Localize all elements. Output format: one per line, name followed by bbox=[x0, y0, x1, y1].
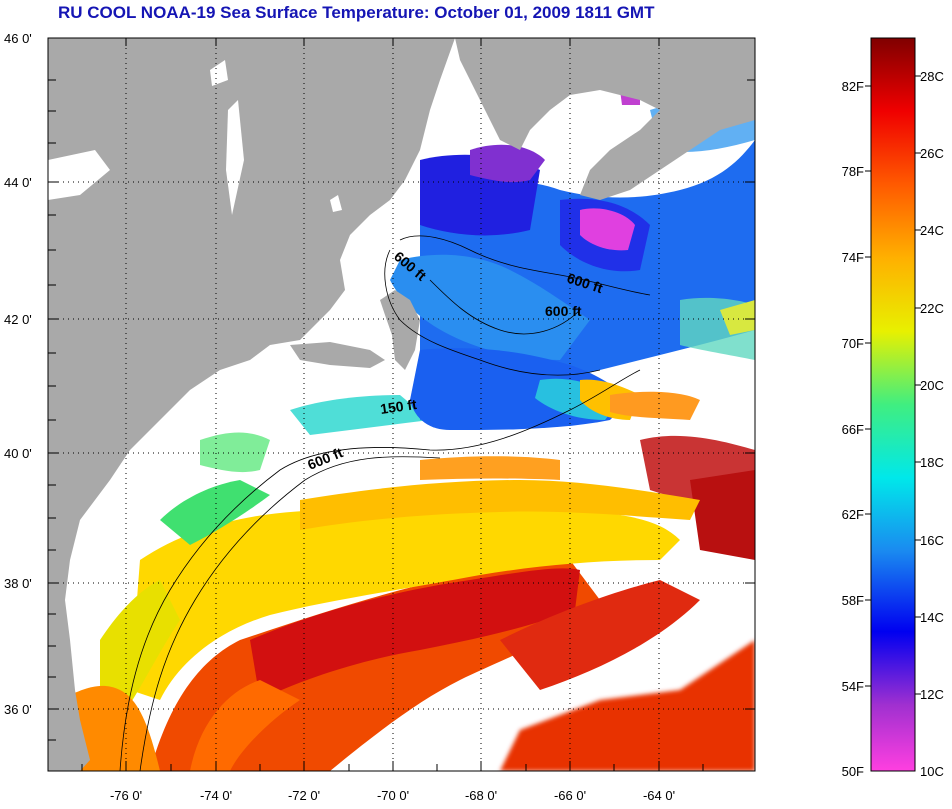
map-frame bbox=[47, 37, 756, 772]
colorbar-c-label: 12C bbox=[920, 687, 944, 702]
lat-label: 36 0' bbox=[4, 702, 32, 717]
lon-label: -70 0' bbox=[377, 788, 409, 803]
lat-lon-grid bbox=[48, 38, 755, 771]
colorbar-c-label: 14C bbox=[920, 610, 944, 625]
lat-label: 38 0' bbox=[4, 576, 32, 591]
colorbar-f-label: 70F bbox=[842, 336, 864, 351]
colorbar-gradient bbox=[870, 37, 916, 772]
lat-label: 40 0' bbox=[4, 446, 32, 461]
contour-label: 600 ft bbox=[545, 303, 582, 319]
colorbar-c-label: 18C bbox=[920, 455, 944, 470]
lat-label: 46 0' bbox=[4, 31, 32, 46]
colorbar-c-label: 28C bbox=[920, 69, 944, 84]
colorbar-c-label: 10C bbox=[920, 764, 944, 779]
colorbar-f-label: 62F bbox=[842, 507, 864, 522]
colorbar-c-label: 20C bbox=[920, 378, 944, 393]
land-mass bbox=[48, 38, 755, 771]
colorbar-c-label: 16C bbox=[920, 533, 944, 548]
lon-label: -74 0' bbox=[200, 788, 232, 803]
colorbar-c-label: 24C bbox=[920, 223, 944, 238]
colorbar-c-label: 22C bbox=[920, 301, 944, 316]
lon-label: -68 0' bbox=[465, 788, 497, 803]
bathymetry-contours bbox=[119, 235, 651, 771]
colorbar-f-label: 74F bbox=[842, 250, 864, 265]
longitude-labels: -76 0' -74 0' -72 0' -70 0' -68 0' -66 0… bbox=[110, 788, 675, 803]
sst-imagery bbox=[48, 85, 755, 771]
colorbar-ticks bbox=[865, 75, 921, 695]
map-title: RU COOL NOAA-19 Sea Surface Temperature:… bbox=[58, 3, 655, 22]
lat-label: 44 0' bbox=[4, 175, 32, 190]
colorbar-f-label: 50F bbox=[842, 764, 864, 779]
colorbar-f-label: 66F bbox=[842, 422, 864, 437]
colorbar-c-label: 26C bbox=[920, 146, 944, 161]
inland-lakes bbox=[48, 60, 342, 215]
colorbar-f-label: 78F bbox=[842, 164, 864, 179]
temperature-colorbar: 82F 78F 74F 70F 66F 62F 58F 54F 50F 28C … bbox=[842, 37, 944, 779]
lon-label: -72 0' bbox=[288, 788, 320, 803]
lon-label: -66 0' bbox=[554, 788, 586, 803]
lon-label: -76 0' bbox=[110, 788, 142, 803]
colorbar-f-label: 54F bbox=[842, 679, 864, 694]
map-area: 600 ft 600 ft 600 ft 150 ft 600 ft bbox=[48, 38, 755, 771]
axis-ticks bbox=[48, 38, 755, 771]
colorbar-f-label: 58F bbox=[842, 593, 864, 608]
colorbar-f-label: 82F bbox=[842, 79, 864, 94]
contour-label: 150 ft bbox=[379, 396, 418, 417]
lat-label: 42 0' bbox=[4, 312, 32, 327]
latitude-labels: 46 0' 44 0' 42 0' 40 0' 38 0' 36 0' bbox=[4, 31, 32, 717]
lon-label: -64 0' bbox=[643, 788, 675, 803]
